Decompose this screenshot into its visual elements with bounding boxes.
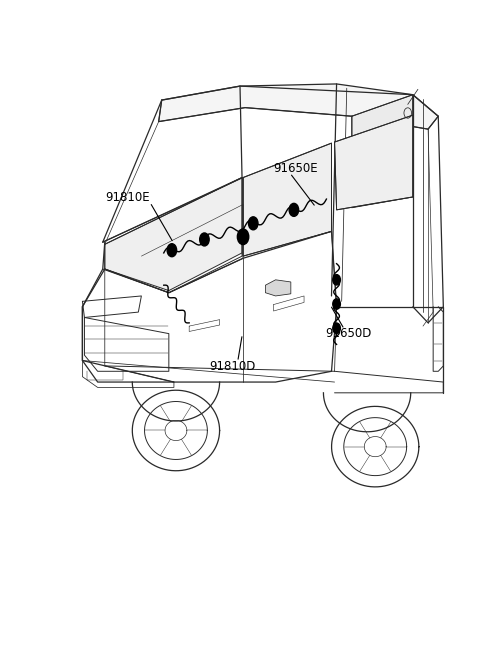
Text: 91810D: 91810D (209, 360, 255, 373)
Circle shape (249, 217, 258, 230)
Polygon shape (243, 143, 332, 256)
Polygon shape (265, 280, 291, 296)
Circle shape (333, 323, 340, 333)
Polygon shape (159, 84, 438, 129)
Circle shape (333, 274, 340, 285)
Circle shape (333, 299, 340, 309)
Text: 91650E: 91650E (273, 162, 318, 175)
Polygon shape (352, 95, 413, 204)
Text: 91810E: 91810E (105, 191, 149, 204)
Circle shape (167, 244, 177, 257)
Circle shape (289, 203, 299, 216)
Text: 91650D: 91650D (325, 328, 372, 341)
Circle shape (200, 233, 209, 246)
Polygon shape (105, 178, 242, 291)
Circle shape (237, 229, 249, 244)
Polygon shape (335, 115, 413, 210)
